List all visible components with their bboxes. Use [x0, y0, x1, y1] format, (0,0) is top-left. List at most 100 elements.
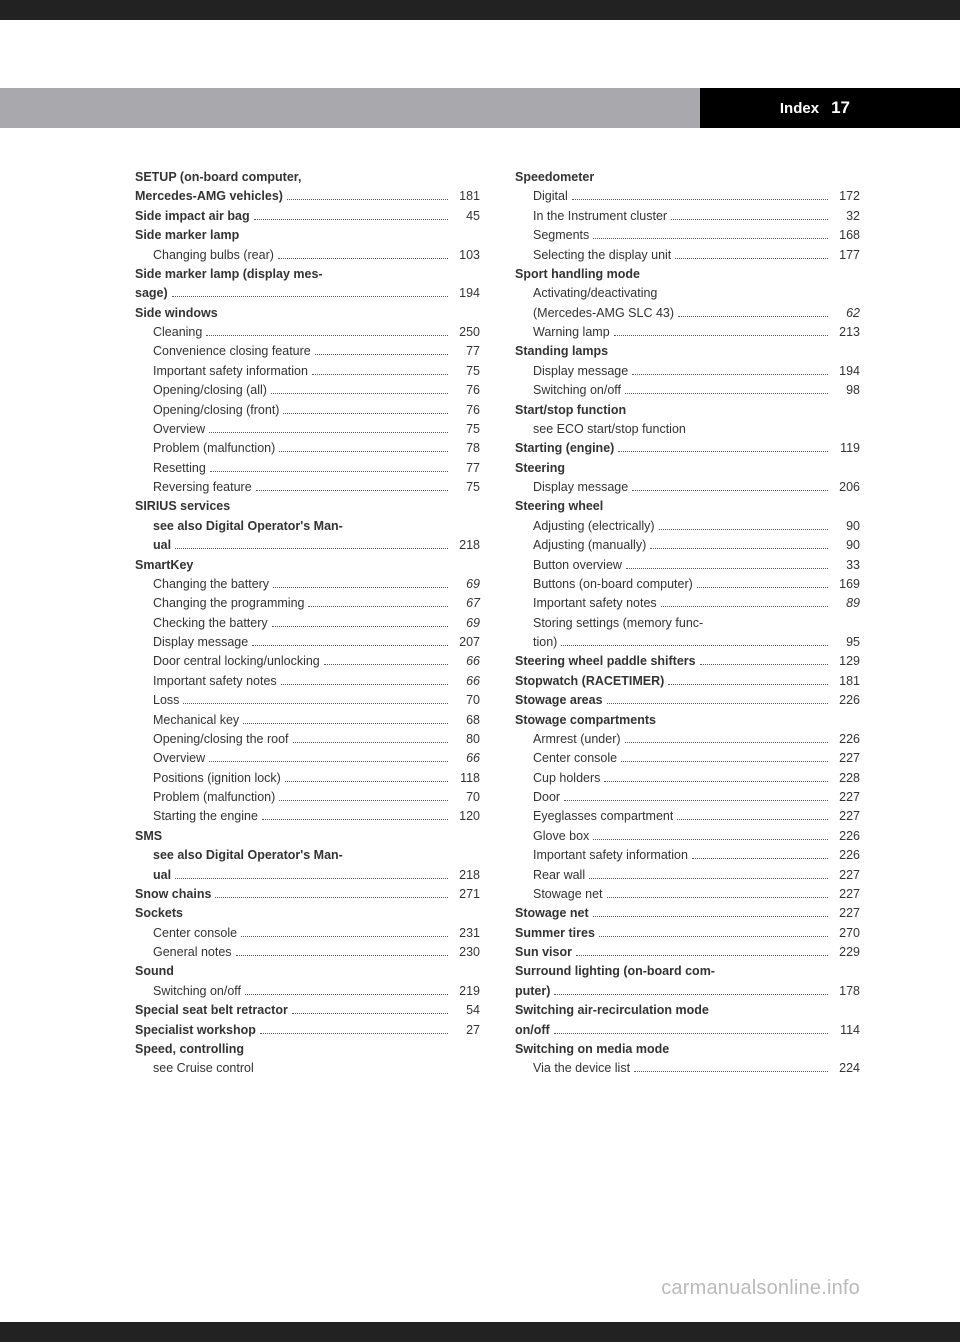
index-entry: Start/stop function	[515, 401, 860, 420]
index-entry-page: 27	[452, 1021, 480, 1040]
index-entry: Sockets	[135, 904, 480, 923]
index-entry: Important safety notes66	[135, 672, 480, 691]
index-entry-label: Changing bulbs (rear)	[153, 246, 274, 265]
index-entry: Cup holders 228	[515, 769, 860, 788]
leader-dots	[626, 568, 828, 569]
index-entry-page: 90	[832, 517, 860, 536]
index-entry-label: Speedometer	[515, 168, 594, 187]
index-entry-page: 230	[452, 943, 480, 962]
index-entry-label: Sport handling mode	[515, 265, 640, 284]
index-entry-page: 89	[832, 594, 860, 613]
index-entry-label: Specialist workshop	[135, 1021, 256, 1040]
index-entry: sage)194	[135, 284, 480, 303]
index-entry-label: Cup holders	[533, 769, 600, 788]
index-entry-page: 103	[452, 246, 480, 265]
index-entry-label: Special seat belt retractor	[135, 1001, 288, 1020]
leader-dots	[254, 219, 448, 220]
index-entry: General notes 230	[135, 943, 480, 962]
leader-dots	[209, 432, 448, 433]
leader-dots	[262, 819, 448, 820]
index-entry-page: 69	[452, 614, 480, 633]
index-entry-label: Steering	[515, 459, 565, 478]
index-entry-page: 119	[832, 439, 860, 458]
index-entry-page: 67	[452, 594, 480, 613]
index-entry: Switching on/off219	[135, 982, 480, 1001]
index-entry-page: 178	[832, 982, 860, 1001]
index-entry-label: Door central locking/unlocking	[153, 652, 320, 671]
leader-dots	[668, 684, 828, 685]
leader-dots	[175, 878, 448, 879]
leader-dots	[661, 606, 828, 607]
index-entry: Via the device list224	[515, 1059, 860, 1078]
index-entry-page: 218	[452, 866, 480, 885]
index-entry-label: Important safety information	[153, 362, 308, 381]
index-entry-page: 120	[452, 807, 480, 826]
leader-dots	[675, 258, 828, 259]
leader-dots	[279, 451, 448, 452]
index-entry-label: General notes	[153, 943, 232, 962]
leader-dots	[677, 819, 828, 820]
index-entry-label: Starting the engine	[153, 807, 258, 826]
index-entry: SETUP (on-board computer,	[135, 168, 480, 187]
index-entry-page: 32	[832, 207, 860, 226]
index-entry-page: 118	[452, 769, 480, 788]
index-entry: Important safety information75	[135, 362, 480, 381]
leader-dots	[278, 258, 448, 259]
index-entry: Checking the battery 69	[135, 614, 480, 633]
leader-dots	[285, 781, 448, 782]
index-entry-label: Display message	[533, 478, 628, 497]
index-entry-label: Loss	[153, 691, 179, 710]
leader-dots	[621, 761, 828, 762]
index-entry: Important safety notes89	[515, 594, 860, 613]
index-entry: ual218	[135, 536, 480, 555]
index-entry-page: 226	[832, 691, 860, 710]
index-entry-label: Sockets	[135, 904, 183, 923]
watermark-text: carmanualsonline.info	[661, 1277, 860, 1300]
leader-dots	[175, 548, 448, 549]
index-entry: Overview66	[135, 749, 480, 768]
index-entry-page: 181	[452, 187, 480, 206]
index-entry: Door central locking/unlocking66	[135, 652, 480, 671]
index-entry-label: Steering wheel paddle shifters	[515, 652, 696, 671]
index-entry-label: Resetting	[153, 459, 206, 478]
index-entry: Door227	[515, 788, 860, 807]
index-entry-label: Checking the battery	[153, 614, 268, 633]
index-entry: Glove box226	[515, 827, 860, 846]
index-entry: Storing settings (memory func-	[515, 614, 860, 633]
index-entry: Side impact air bag45	[135, 207, 480, 226]
leader-dots	[650, 548, 828, 549]
index-entry-page: 219	[452, 982, 480, 1001]
leader-dots	[287, 199, 448, 200]
leader-dots	[593, 238, 828, 239]
index-entry-label: Mechanical key	[153, 711, 239, 730]
index-entry-label: Storing settings (memory func-	[533, 614, 703, 633]
index-entry-label: on/off	[515, 1021, 550, 1040]
index-entry-label: Standing lamps	[515, 342, 608, 361]
index-entry-label: Surround lighting (on-board com-	[515, 962, 715, 981]
index-entry-label: ual	[153, 536, 171, 555]
index-entry: Positions (ignition lock)118	[135, 769, 480, 788]
leader-dots	[618, 451, 828, 452]
index-entry-label: Problem (malfunction)	[153, 788, 275, 807]
index-entry-page: 228	[832, 769, 860, 788]
index-entry-page: 45	[452, 207, 480, 226]
index-entry-label: Opening/closing the roof	[153, 730, 289, 749]
index-entry-page: 68	[452, 711, 480, 730]
index-entry: Stopwatch (RACETIMER)181	[515, 672, 860, 691]
page-number: 17	[831, 98, 850, 118]
index-entry-page: 227	[832, 904, 860, 923]
index-entry: tion)95	[515, 633, 860, 652]
index-entry-label: Sun visor	[515, 943, 572, 962]
index-entry: Mechanical key 68	[135, 711, 480, 730]
leader-dots	[678, 316, 828, 317]
index-entry-label: Switching air-recirculation mode	[515, 1001, 709, 1020]
index-entry: Specialist workshop 27	[135, 1021, 480, 1040]
index-entry-label: Segments	[533, 226, 589, 245]
index-entry-label: Side windows	[135, 304, 218, 323]
index-entry-label: Mercedes-AMG vehicles)	[135, 187, 283, 206]
leader-dots	[671, 219, 828, 220]
index-entry-label: see also Digital Operator's Man-	[153, 846, 343, 865]
index-entry-label: Overview	[153, 749, 205, 768]
index-entry: Loss70	[135, 691, 480, 710]
index-entry: Convenience closing feature77	[135, 342, 480, 361]
